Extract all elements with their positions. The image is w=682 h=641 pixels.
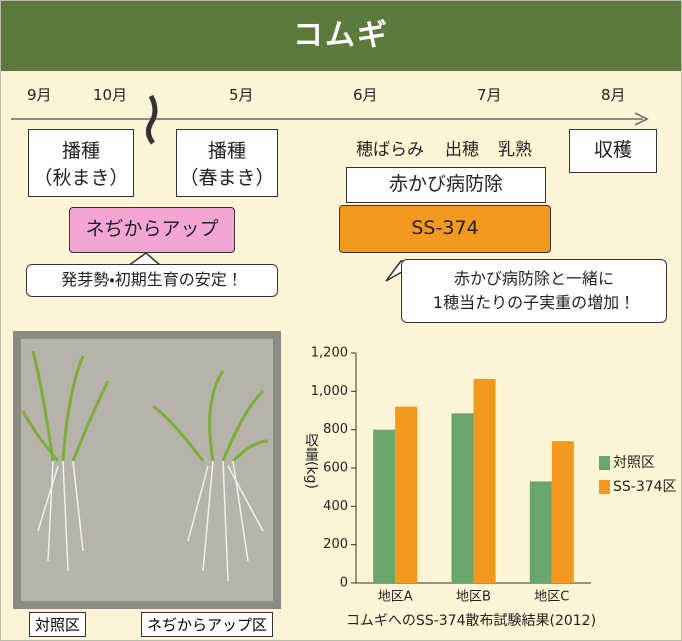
negi-note: 発芽勢・初期生育の安定！	[26, 264, 278, 297]
month: 5月	[229, 84, 254, 105]
legend-swatch	[599, 480, 610, 494]
bar	[452, 413, 474, 583]
month: 8月	[601, 84, 626, 105]
month: 6月	[353, 84, 378, 105]
page: コムギ 9月 10月 5月 6月 7月 8月 播種 （秋まき） 播種 （春まき）…	[0, 0, 682, 641]
harvest: 収穫	[569, 129, 657, 173]
sowing-autumn: 播種 （秋まき）	[28, 129, 134, 197]
month: 10月	[93, 84, 127, 105]
y-tick-label: 600	[323, 461, 348, 476]
label: （秋まき）	[29, 163, 133, 190]
legend-swatch	[599, 456, 610, 470]
month: 7月	[477, 84, 502, 105]
bar	[373, 430, 395, 583]
stage: 穂ばらみ	[356, 135, 424, 160]
caption: コムギへのSS-374散布試験結果(2012)	[346, 613, 596, 629]
label: 播種	[177, 136, 277, 163]
legend-label: SS-374区	[613, 479, 677, 495]
label: （春まき）	[177, 163, 277, 190]
x-tick-label: 地区A	[378, 590, 413, 605]
label: 播種	[29, 136, 133, 163]
y-tick-label: 0	[340, 576, 348, 591]
stage: 乳熟	[498, 135, 532, 160]
bar	[395, 407, 417, 583]
y-tick-label: 1,200	[311, 346, 348, 361]
x-tick-label: 地区C	[534, 590, 569, 605]
x-tick-label: 地区B	[456, 590, 491, 605]
legend-label: 対照区	[613, 455, 655, 471]
bar	[530, 481, 552, 583]
month: 9月	[27, 84, 52, 105]
y-tick-label: 800	[323, 422, 348, 437]
bar	[552, 441, 574, 583]
title: コムギ	[1, 1, 681, 71]
y-tick-label: 200	[323, 537, 348, 552]
y-tick-label: 400	[323, 499, 348, 514]
note-line: 1穂当たりの子実重の増加！	[402, 289, 666, 313]
chart: 0 200 400 600 800 1,000 1,200 収量(kg) 地区A 地区B 地区C 対照…	[1, 331, 681, 640]
sowing-spring: 播種 （春まき）	[176, 129, 278, 197]
fusarium: 赤かび病防除	[346, 167, 546, 203]
stage: 出穂	[445, 135, 479, 160]
ss374: SS-374	[339, 205, 551, 253]
note-line: 赤かび病防除と一緒に	[402, 265, 666, 289]
y-tick-label: 1,000	[311, 384, 348, 399]
negi: ネぢからアップ	[69, 207, 235, 253]
y-axis-label: 収量(kg)	[303, 433, 319, 489]
bar	[474, 379, 496, 583]
ss-note: 赤かび病防除と一緒に 1穂当たりの子実重の増加！	[401, 259, 667, 323]
